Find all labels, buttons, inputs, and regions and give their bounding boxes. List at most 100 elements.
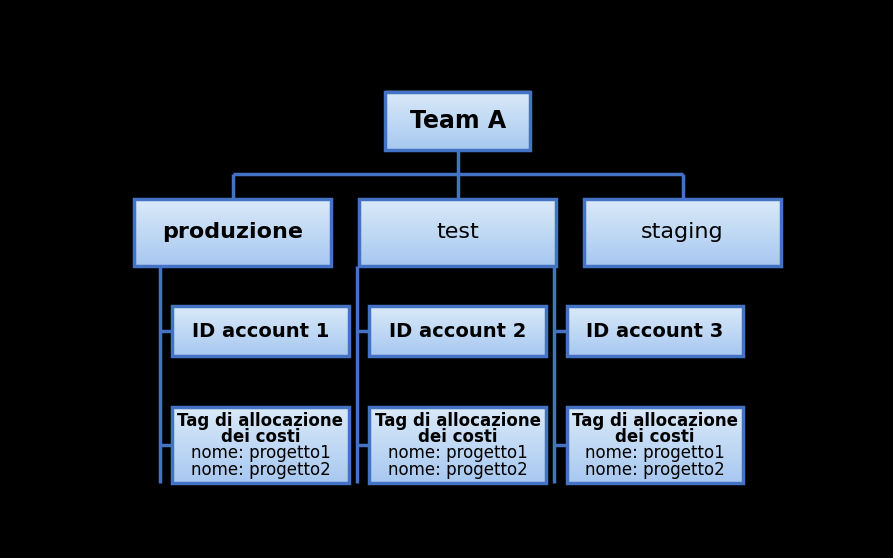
Bar [359, 251, 556, 252]
Bar [370, 320, 546, 321]
Bar [584, 210, 781, 211]
Bar [172, 416, 348, 417]
Bar [567, 309, 743, 310]
Bar [385, 146, 530, 147]
Bar [370, 421, 546, 422]
Bar [172, 408, 348, 410]
Bar [370, 322, 546, 323]
Bar [134, 214, 331, 216]
Bar [359, 229, 556, 230]
Bar [370, 312, 546, 313]
Bar [370, 452, 546, 454]
Bar [172, 467, 348, 469]
Bar [359, 220, 556, 222]
Bar [567, 321, 743, 323]
Bar [172, 472, 348, 473]
Bar [370, 333, 546, 334]
Bar [385, 133, 530, 134]
Bar [172, 306, 348, 307]
Bar [567, 307, 743, 309]
Bar [385, 134, 530, 136]
Bar [359, 244, 556, 245]
Bar [385, 102, 530, 103]
Bar [370, 439, 546, 440]
Bar [172, 450, 348, 451]
Bar [359, 215, 556, 217]
Bar [172, 355, 348, 356]
Bar [134, 199, 331, 200]
Bar [584, 227, 781, 228]
Bar [359, 219, 556, 220]
Bar [567, 330, 743, 331]
Bar [359, 219, 556, 221]
Bar [134, 262, 331, 263]
Bar [370, 432, 546, 434]
Bar [567, 339, 743, 340]
Bar [134, 221, 331, 223]
Bar [370, 306, 546, 307]
Bar [370, 331, 546, 332]
Bar [370, 417, 546, 418]
Bar [584, 249, 781, 251]
Bar [385, 117, 530, 118]
Bar [385, 98, 530, 100]
Bar [359, 252, 556, 253]
Text: test: test [437, 223, 479, 242]
Bar [370, 343, 546, 344]
Bar [359, 263, 556, 265]
Bar [359, 204, 556, 205]
Bar [567, 310, 743, 311]
Bar [359, 210, 556, 211]
Bar [567, 464, 743, 465]
Bar [134, 239, 331, 240]
Bar [584, 209, 781, 211]
Bar [172, 333, 348, 334]
Bar [385, 120, 530, 122]
Bar [584, 244, 781, 245]
Bar [134, 224, 331, 226]
Bar [172, 409, 348, 410]
Bar [172, 354, 348, 355]
Bar [134, 202, 331, 203]
Bar [172, 475, 348, 476]
Bar [567, 446, 743, 448]
Bar [370, 331, 546, 333]
Bar [370, 440, 546, 441]
Bar [567, 482, 743, 483]
Bar [172, 442, 348, 444]
Bar [134, 236, 331, 237]
Bar [567, 452, 743, 454]
Bar [567, 415, 743, 416]
Bar [172, 434, 348, 436]
Text: Tag di allocazione: Tag di allocazione [375, 412, 540, 430]
Bar [370, 308, 546, 309]
Bar [370, 422, 546, 424]
Bar [385, 111, 530, 112]
Bar [370, 313, 546, 314]
Bar [567, 341, 743, 342]
Bar [172, 427, 348, 428]
Bar [134, 259, 331, 261]
Bar [567, 326, 743, 328]
Bar [370, 412, 546, 413]
Bar [584, 208, 781, 209]
Bar [172, 471, 348, 472]
Bar [385, 127, 530, 128]
Bar [567, 352, 743, 353]
Bar [370, 327, 546, 328]
Bar [370, 339, 546, 340]
Bar [567, 478, 743, 479]
Bar [359, 246, 556, 247]
Bar [172, 419, 348, 421]
Bar [584, 214, 781, 215]
Bar [385, 132, 530, 133]
Bar [172, 441, 348, 442]
Bar [584, 199, 781, 201]
Bar [385, 140, 530, 141]
Bar [172, 346, 348, 347]
Bar [567, 314, 743, 315]
Bar [567, 430, 743, 431]
Bar [134, 252, 331, 253]
Bar [172, 341, 348, 342]
Bar [567, 336, 743, 337]
